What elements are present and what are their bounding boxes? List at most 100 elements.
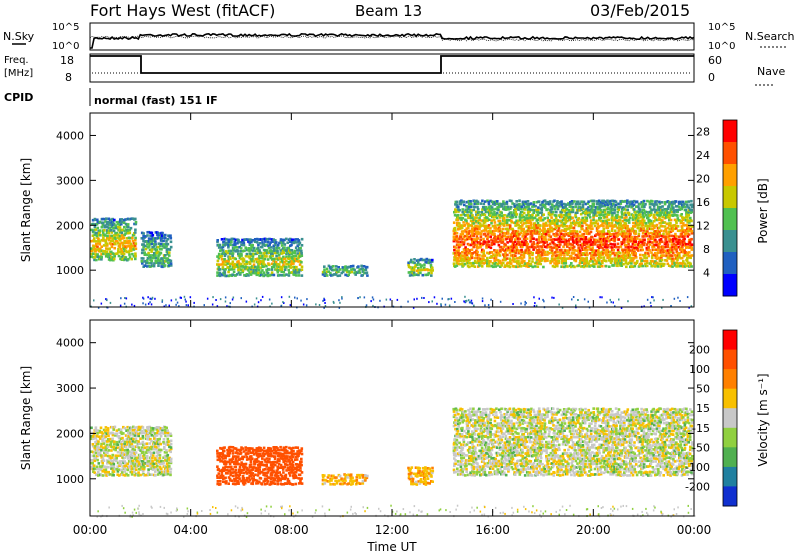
echo-cell (593, 200, 596, 203)
echo-cell (510, 262, 513, 265)
echo-cell (461, 227, 464, 230)
echo-cell (351, 271, 354, 274)
echo-cell (601, 265, 604, 268)
echo-cell (138, 446, 141, 449)
echo-cell (661, 205, 664, 208)
echo-cell (621, 213, 624, 216)
echo-cell (544, 199, 547, 202)
echo-cell (506, 241, 509, 244)
echo-cell (530, 263, 533, 266)
echo-cell (527, 222, 530, 225)
ground-scatter-cell (230, 302, 232, 304)
echo-cell (167, 454, 170, 457)
ground-scatter-cell (650, 302, 652, 304)
echo-cell (636, 260, 639, 263)
echo-cell (143, 466, 146, 469)
echo-cell (591, 227, 594, 230)
echo-cell (134, 237, 137, 240)
echo-cell (623, 241, 626, 244)
echo-cell (300, 252, 303, 255)
echo-cell (608, 219, 611, 222)
echo-cell (621, 216, 624, 219)
power-colorbar-label: Power [dB] (756, 178, 770, 243)
echo-cell (576, 211, 579, 214)
echo-cell (142, 451, 145, 454)
echo-cell (218, 246, 221, 249)
echo-cell (599, 217, 602, 220)
ground-scatter-cell (454, 301, 456, 303)
ground-scatter-cell (674, 298, 676, 300)
echo-cell (628, 212, 631, 215)
ground-scatter-cell (131, 304, 133, 306)
echo-cell (229, 256, 232, 259)
echo-cell (488, 244, 491, 247)
echo-cell (544, 206, 547, 209)
echo-cell (141, 252, 144, 255)
echo-cell (494, 224, 497, 227)
nsearch-label: N.Search (745, 30, 795, 43)
echo-cell (461, 211, 464, 214)
echo-cell (132, 438, 135, 441)
echo-cell (366, 271, 369, 274)
echo-cell (230, 241, 233, 244)
echo-cell (595, 214, 598, 217)
echo-cell (130, 258, 133, 261)
ground-scatter-cell (186, 304, 188, 306)
ground-scatter-cell (500, 301, 502, 303)
echo-cell (656, 212, 659, 215)
echo-cell (556, 265, 559, 268)
echo-cell (167, 473, 170, 476)
echo-cell (473, 222, 476, 225)
echo-cell (460, 214, 463, 217)
echo-cell (164, 234, 167, 237)
echo-cell (532, 241, 535, 244)
echo-cell (478, 211, 481, 214)
echo-cell (642, 265, 645, 268)
echo-cell (301, 266, 304, 269)
y-tick-label: 4000 (56, 129, 84, 142)
echo-cell (251, 258, 254, 261)
echo-cell (556, 233, 559, 236)
echo-cell (661, 201, 664, 204)
echo-cell (600, 213, 603, 216)
echo-cell (509, 266, 512, 269)
echo-cell (263, 271, 266, 274)
ground-scatter-cell (147, 296, 149, 298)
echo-cell (261, 255, 264, 258)
echo-cell (617, 211, 620, 214)
echo-cell (151, 243, 154, 246)
echo-cell (649, 243, 652, 246)
echo-cell (655, 203, 658, 206)
echo-cell (221, 238, 224, 241)
echo-cell (170, 262, 173, 265)
echo-cell (128, 253, 131, 256)
echo-cell (592, 219, 595, 222)
echo-cell (565, 262, 568, 265)
echo-cell (299, 242, 302, 245)
echo-cell (347, 274, 350, 277)
ground-scatter-cell (463, 300, 465, 302)
echo-cell (251, 244, 254, 247)
echo-cell (159, 454, 162, 457)
echo-cell (639, 238, 642, 241)
echo-cell (493, 219, 496, 222)
echo-cell (148, 442, 151, 445)
echo-cell (239, 272, 242, 275)
echo-cell (601, 205, 604, 208)
echo-cell (146, 455, 149, 458)
echo-cell (107, 449, 110, 452)
echo-cell (539, 263, 542, 266)
ground-scatter-cell (584, 298, 586, 300)
echo-cell (550, 216, 553, 219)
echo-cell (99, 229, 102, 232)
echo-cell (506, 221, 509, 224)
echo-cell (614, 243, 617, 246)
echo-cell (219, 244, 222, 247)
echo-cell (106, 235, 109, 238)
echo-cell (534, 205, 537, 208)
echo-cell (284, 268, 287, 271)
echo-cell (586, 265, 589, 268)
echo-cell (481, 265, 484, 268)
ground-scatter-cell (165, 304, 167, 306)
ground-scatter-cell (175, 304, 177, 306)
